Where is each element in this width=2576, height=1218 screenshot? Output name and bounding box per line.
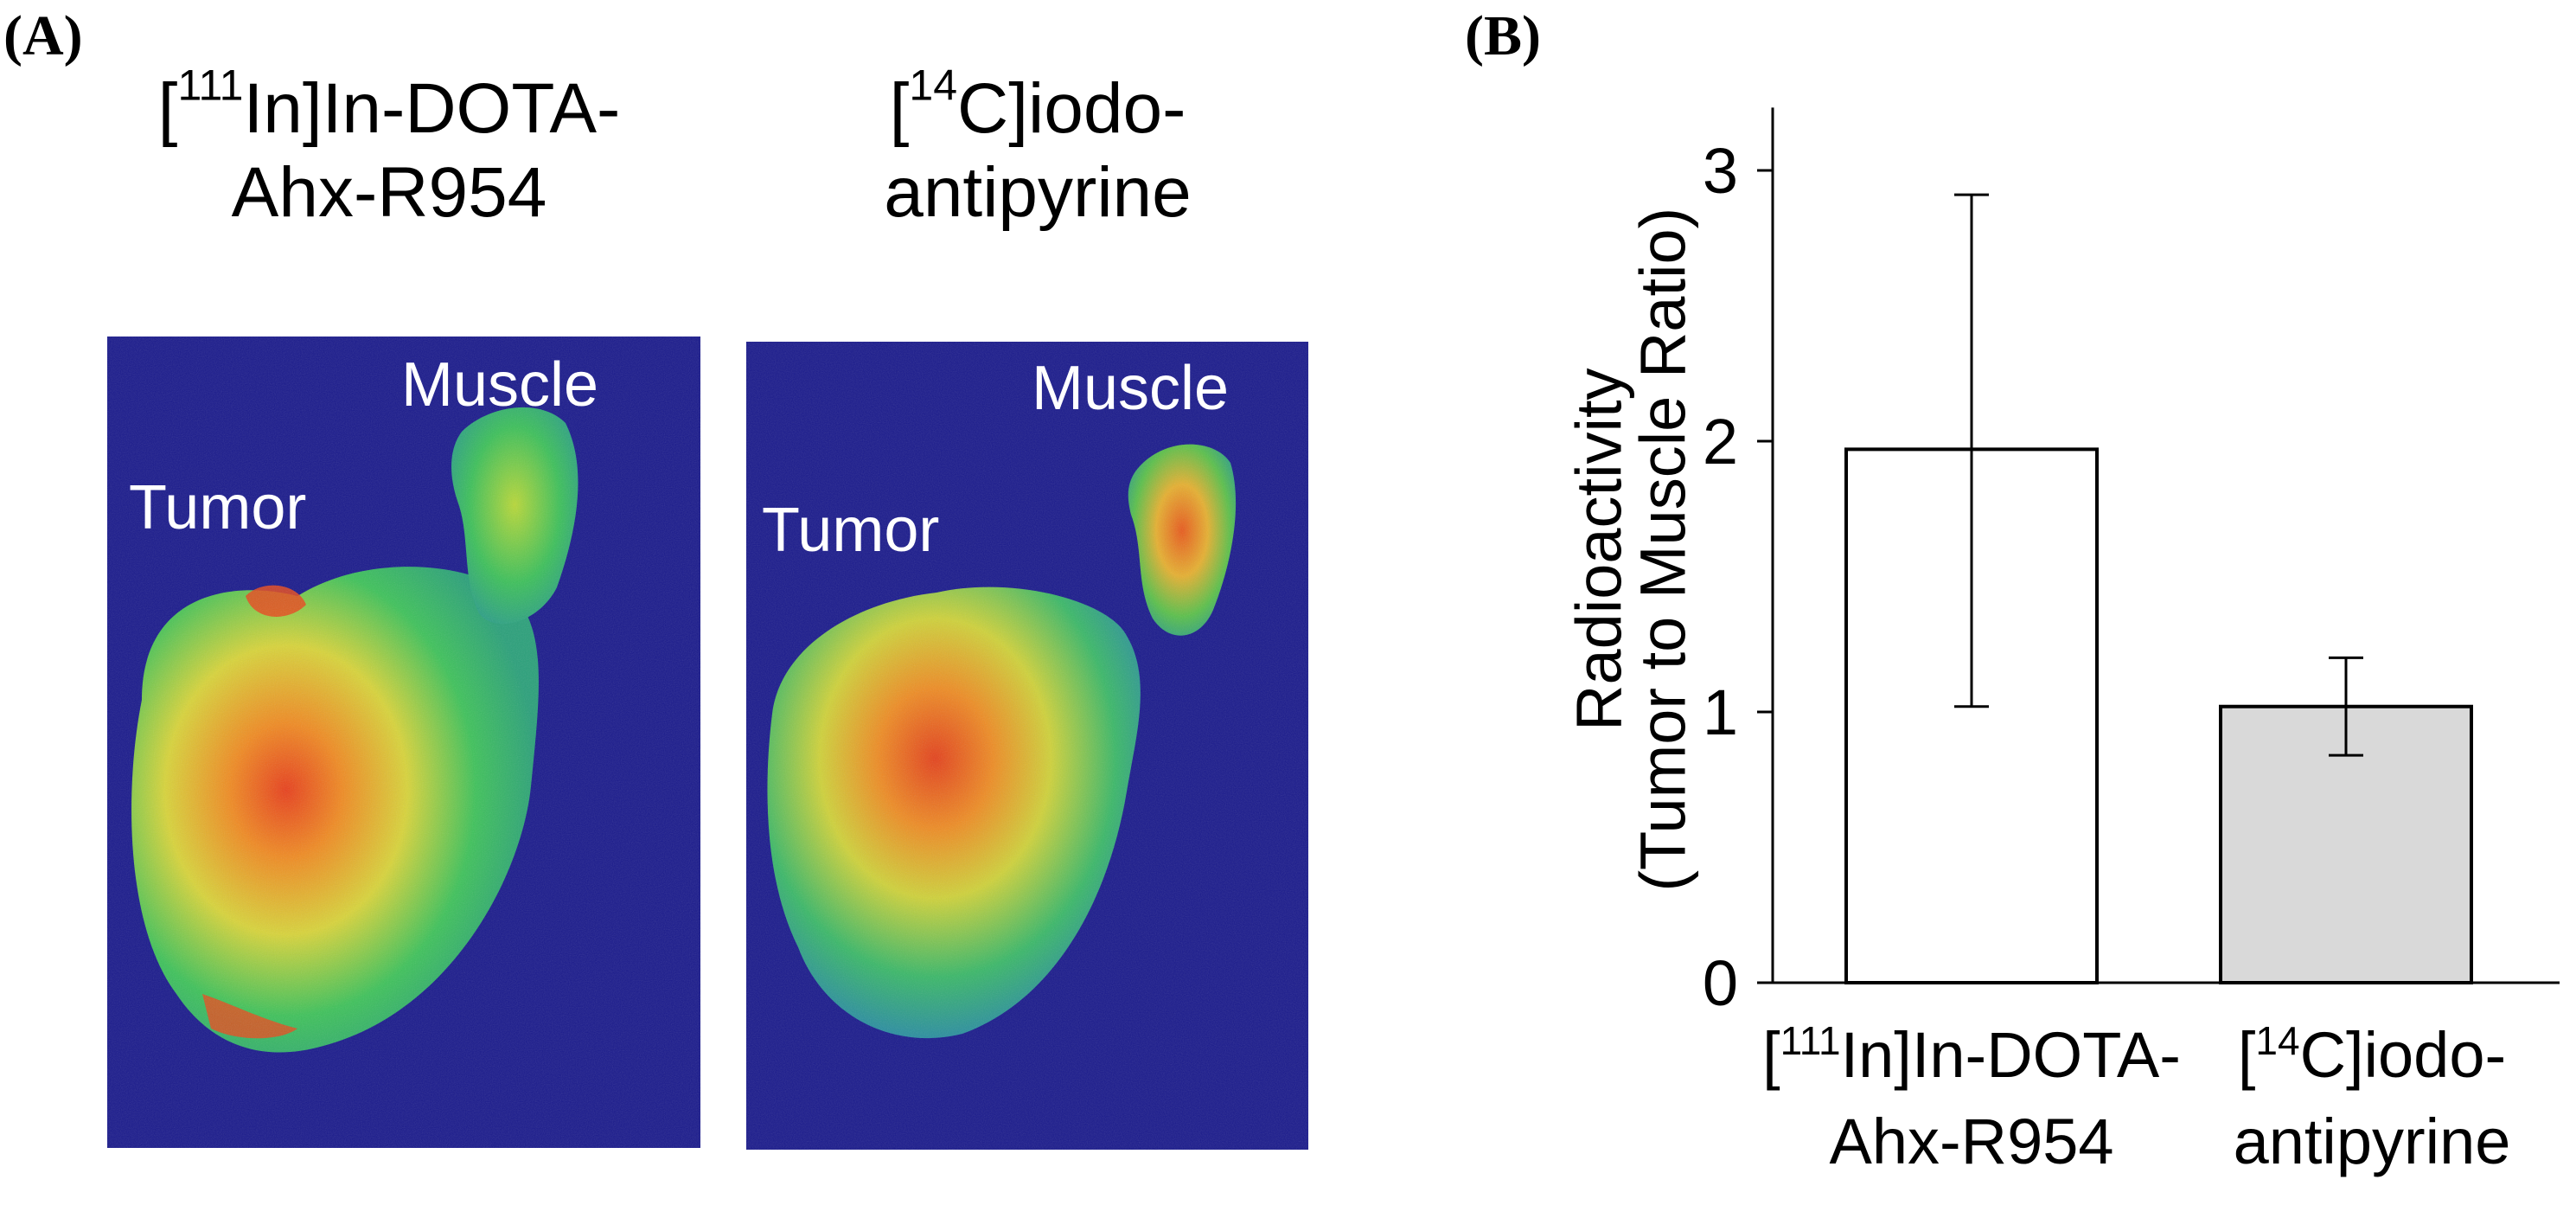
title-iodo-rest: C]iodo-: [957, 69, 1186, 148]
title-iodo-line1: [14C]iodo-: [889, 61, 1186, 149]
x-tick-label-sup: 14: [2255, 1018, 2299, 1063]
y-axis-title: Radioactivity(Tumor to Muscle Ratio): [1563, 208, 1699, 892]
x-tick-label-pre: [: [1762, 1019, 1780, 1091]
title-indium-line2: Ahx-R954: [231, 152, 547, 232]
image-title-indium: [111In]In-DOTA- Ahx-R954: [78, 61, 700, 235]
label-muscle-a: Muscle: [401, 350, 598, 420]
label-muscle-b: Muscle: [1032, 354, 1229, 423]
y-tick-label-0: 0: [1703, 947, 1738, 1019]
panel-b-label: (B): [1465, 4, 1541, 67]
y-axis-title-line2: (Tumor to Muscle Ratio): [1627, 208, 1699, 892]
title-indium-line1: [111In]In-DOTA-: [157, 61, 621, 149]
autoradiograph-iodo: Tumor Muscle: [746, 342, 1308, 1150]
title-iodo-line2: antipyrine: [884, 152, 1192, 232]
bar-0: [1844, 447, 2099, 984]
x-tick-label-0-line1: [111In]In-DOTA-: [1762, 1018, 2181, 1091]
x-tick-label-1-line1: [14C]iodo-: [2238, 1018, 2506, 1091]
y-tick-label-1: 1: [1703, 676, 1738, 748]
title-indium-rest: ]In-DOTA-: [302, 69, 621, 148]
x-tick-label-sup: 111: [1780, 1018, 1841, 1063]
x-tick-label-0-line2: Ahx-R954: [1829, 1106, 2113, 1177]
y-tick-label-3: 3: [1703, 135, 1738, 207]
autoradiograph-indium: Tumor Muscle: [107, 337, 700, 1148]
y-tick-label-2: 2: [1703, 406, 1738, 478]
x-tick-label-post: C]iodo-: [2300, 1019, 2507, 1091]
label-tumor-b: Tumor: [762, 496, 939, 565]
image-title-iodo: [14C]iodo- antipyrine: [744, 61, 1332, 235]
x-tick-label-1-line2: antipyrine: [2234, 1106, 2511, 1177]
title-indium-sup: 111: [177, 61, 244, 110]
x-tick-label-post: In]In-DOTA-: [1841, 1019, 2181, 1091]
y-axis-title-line1: Radioactivity: [1563, 368, 1635, 731]
label-tumor-a: Tumor: [129, 473, 306, 542]
x-tick-label-pre: [: [2238, 1019, 2256, 1091]
title-iodo-sup: 14: [909, 61, 958, 110]
panel-a-label: (A): [3, 4, 83, 67]
